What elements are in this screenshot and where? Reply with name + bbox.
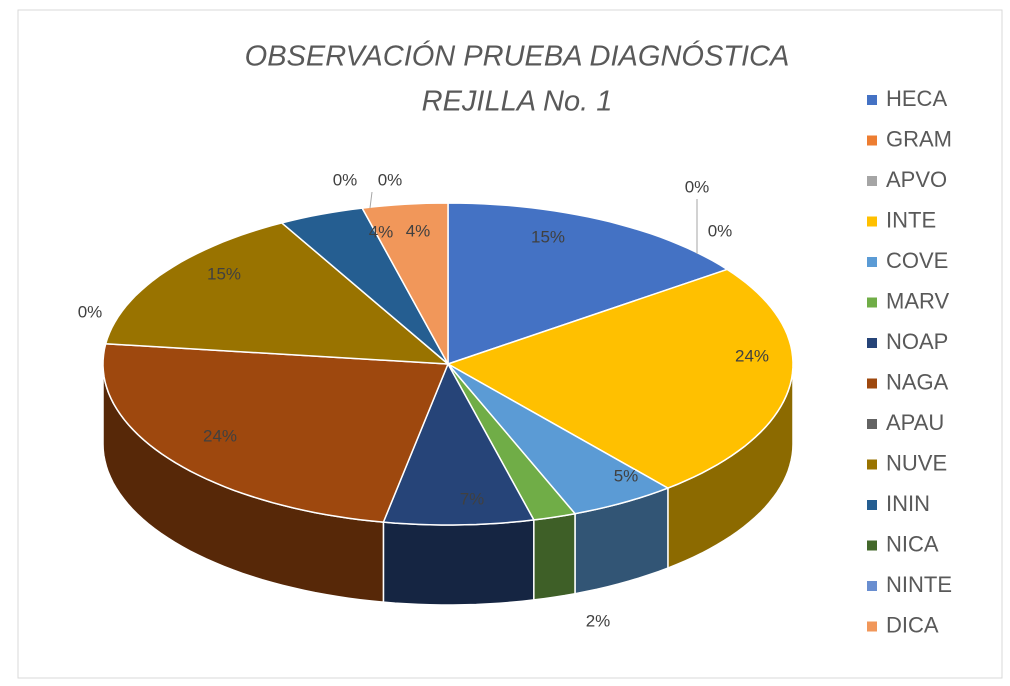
slice bbox=[361, 202, 449, 365]
leader-line bbox=[369, 191, 373, 209]
data-label: 4% bbox=[369, 222, 394, 241]
slice bbox=[104, 222, 451, 365]
data-label: 15% bbox=[531, 227, 565, 246]
data-label: 24% bbox=[203, 426, 237, 445]
data-label: 24% bbox=[735, 346, 769, 365]
data-label: 0% bbox=[685, 177, 710, 196]
slice bbox=[446, 268, 794, 489]
legend-swatch bbox=[867, 419, 877, 429]
legend-label: HECA bbox=[886, 86, 947, 111]
legend-swatch bbox=[867, 135, 877, 146]
data-label: 15% bbox=[207, 264, 241, 283]
legend-swatch bbox=[867, 540, 877, 551]
legend-swatch bbox=[867, 216, 877, 227]
legend-swatch bbox=[867, 176, 877, 186]
legend-swatch bbox=[867, 500, 877, 510]
data-label: 5% bbox=[614, 466, 639, 485]
slice bbox=[280, 207, 449, 365]
legend-swatch bbox=[867, 95, 877, 105]
legend-swatch bbox=[867, 257, 877, 267]
data-label: 2% bbox=[586, 611, 611, 630]
data-label: 0% bbox=[378, 170, 403, 189]
slice bbox=[102, 343, 450, 523]
legend-label: GRAM bbox=[886, 126, 952, 151]
legend-swatch bbox=[867, 338, 877, 348]
legend-label: ININ bbox=[886, 491, 930, 516]
legend-label: COVE bbox=[886, 248, 948, 273]
slice bbox=[447, 363, 670, 515]
slice-side bbox=[382, 519, 535, 606]
legend-label: NAGA bbox=[886, 369, 949, 394]
legend-swatch bbox=[867, 378, 877, 389]
legend-label: APVO bbox=[886, 167, 947, 192]
legend-label: DICA bbox=[886, 612, 939, 637]
legend-swatch bbox=[867, 297, 877, 308]
slice bbox=[382, 362, 535, 526]
legend-label: INTE bbox=[886, 207, 936, 232]
legend-swatch bbox=[867, 621, 877, 632]
legend-swatch bbox=[867, 581, 877, 591]
legend-swatch bbox=[867, 459, 877, 470]
slice-side bbox=[533, 512, 576, 601]
chart-title: OBSERVACIÓN PRUEBA DIAGNÓSTICA bbox=[245, 40, 790, 73]
data-label: 4% bbox=[406, 221, 431, 240]
data-label: 0% bbox=[333, 170, 358, 189]
legend-label: MARV bbox=[886, 288, 949, 313]
legend-label: NINTE bbox=[886, 572, 952, 597]
legend-label: NOAP bbox=[886, 329, 948, 354]
legend-label: APAU bbox=[886, 410, 944, 435]
legend-label: NUVE bbox=[886, 450, 947, 475]
chart-title: REJILLA No. 1 bbox=[422, 86, 613, 118]
data-label: 0% bbox=[78, 302, 103, 321]
data-label: 7% bbox=[460, 489, 485, 508]
legend-label: NICA bbox=[886, 531, 939, 556]
slice bbox=[447, 202, 729, 366]
data-label: 0% bbox=[708, 221, 733, 240]
